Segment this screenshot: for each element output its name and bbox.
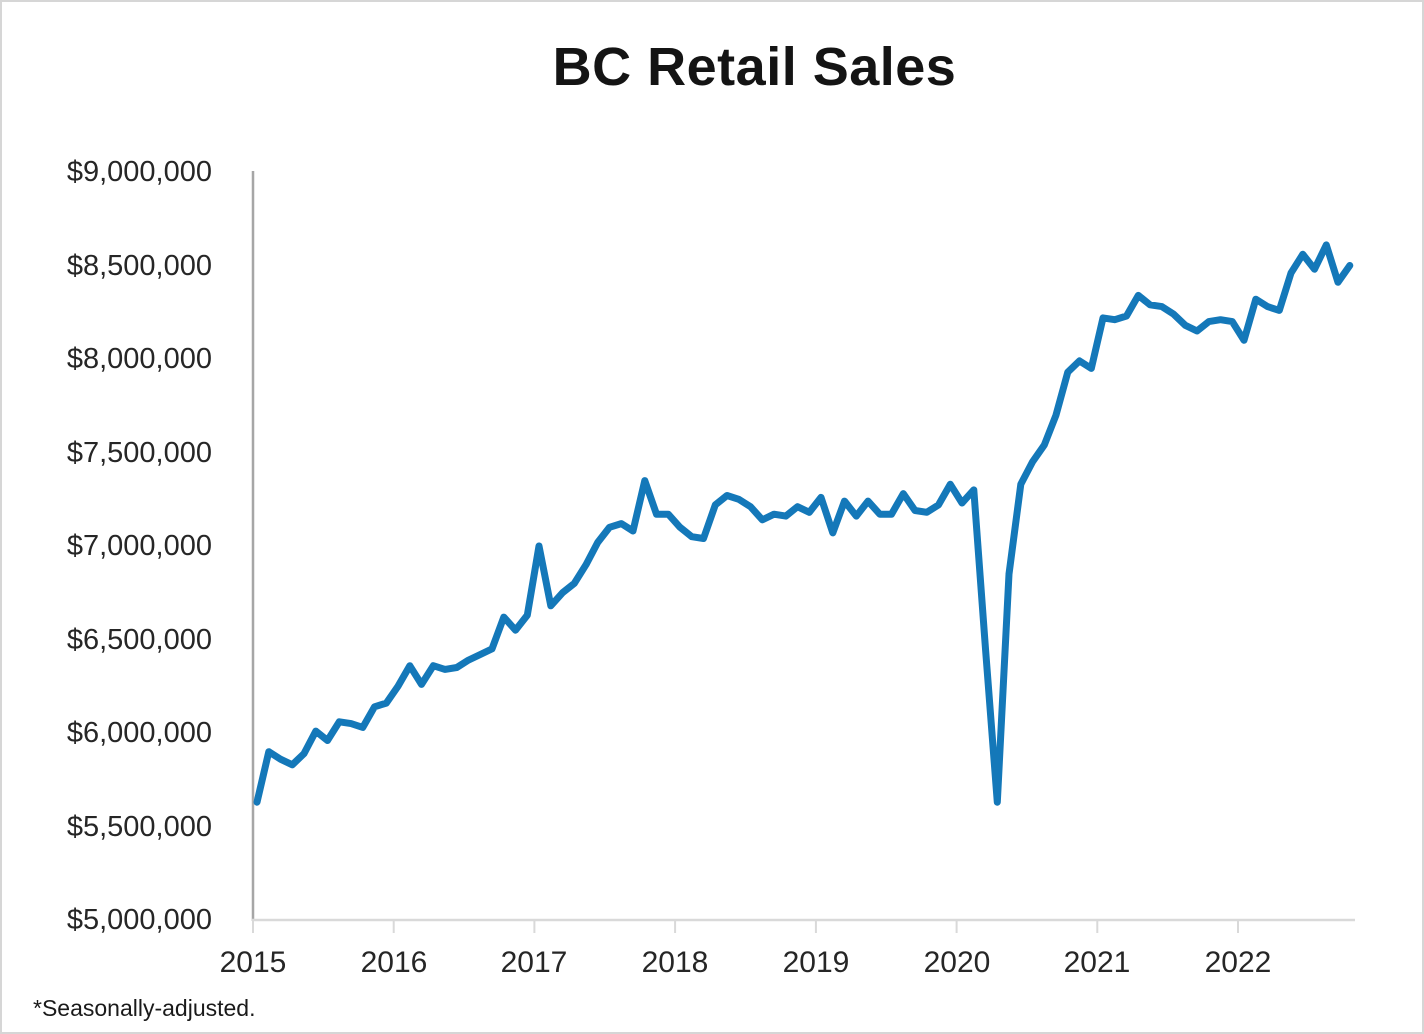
x-axis-tick-label: 2021 bbox=[1063, 946, 1131, 979]
x-axis-ticks bbox=[252, 920, 1239, 933]
x-axis-tick-label: 2019 bbox=[782, 946, 850, 979]
x-axis-tick-label: 2016 bbox=[360, 946, 428, 979]
y-axis-tick-label: $6,500,000 bbox=[66, 624, 212, 656]
y-axis-tick-label: $5,000,000 bbox=[66, 904, 212, 936]
x-axis-tick-label: 2018 bbox=[641, 946, 709, 979]
y-axis-tick-label: $8,500,000 bbox=[66, 250, 212, 282]
retail-sales-series-line bbox=[253, 241, 1354, 806]
x-axis-tick-label: 2015 bbox=[219, 946, 287, 979]
y-axis-tick-label: $6,000,000 bbox=[66, 717, 212, 749]
chart-title: BC Retail Sales bbox=[552, 37, 957, 97]
y-axis-tick-label: $9,000,000 bbox=[66, 156, 212, 188]
y-axis-tick-label: $8,000,000 bbox=[66, 343, 212, 375]
y-axis-tick-label: $7,500,000 bbox=[66, 437, 212, 469]
x-axis-tick-label: 2022 bbox=[1204, 946, 1272, 979]
footnote: *Seasonally-adjusted. bbox=[33, 995, 256, 1021]
y-axis-tick-label: $5,500,000 bbox=[66, 811, 212, 843]
y-axis-tick-label: $7,000,000 bbox=[66, 530, 212, 562]
x-axis-tick-label: 2017 bbox=[500, 946, 568, 979]
x-axis-tick-label: 2020 bbox=[923, 946, 991, 979]
